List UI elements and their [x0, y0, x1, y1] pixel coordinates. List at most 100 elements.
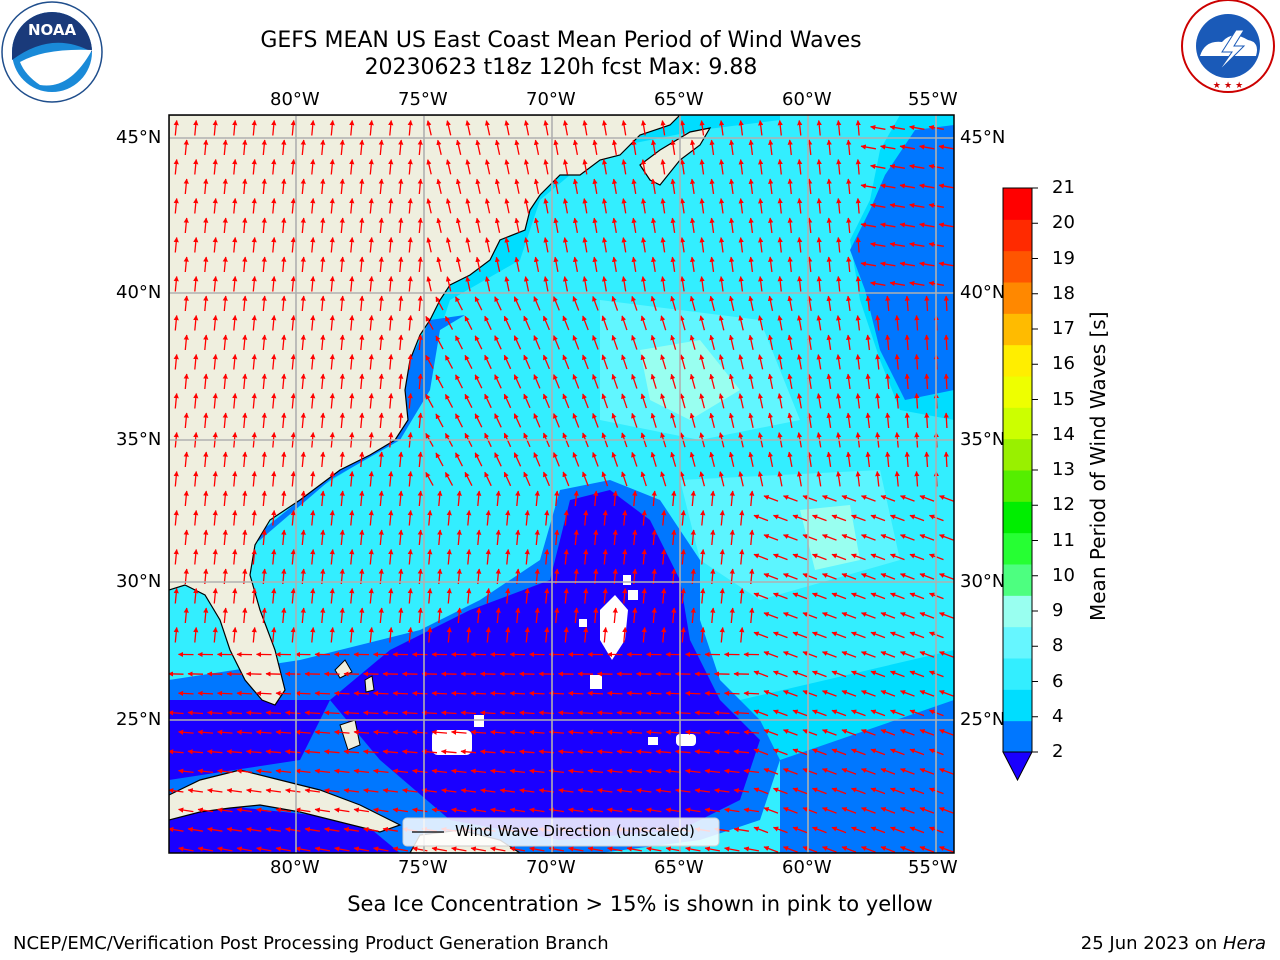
direction-arrow: [431, 690, 448, 696]
direction-arrow: [718, 471, 725, 487]
direction-arrow: [777, 119, 783, 136]
direction-arrow: [719, 237, 725, 253]
direction-arrow: [767, 451, 774, 468]
direction-arrow: [320, 217, 326, 234]
direction-arrow: [222, 139, 228, 156]
direction-arrow: [183, 256, 189, 273]
direction-arrow: [885, 334, 891, 351]
direction-arrow: [822, 495, 837, 502]
colorbar-label: Mean Period of Wind Waves [s]: [1086, 311, 1110, 621]
direction-arrow: [212, 353, 218, 370]
direction-arrow: [690, 490, 696, 507]
direction-arrow: [251, 158, 257, 175]
direction-arrow: [787, 217, 793, 234]
direction-arrow: [709, 256, 715, 272]
chart-title: GEFS MEAN US East Coast Mean Period of W…: [260, 28, 862, 53]
direction-arrow: [684, 690, 701, 696]
direction-arrow: [826, 178, 832, 195]
direction-arrow: [261, 334, 267, 351]
direction-arrow: [806, 334, 813, 351]
direction-arrow: [660, 237, 666, 253]
direction-arrow: [572, 296, 580, 311]
direction-arrow: [300, 412, 306, 429]
direction-arrow: [232, 236, 238, 253]
direction-arrow: [885, 451, 891, 468]
direction-arrow: [787, 451, 793, 468]
direction-arrow: [836, 354, 842, 370]
direction-arrow: [602, 509, 608, 526]
direction-arrow: [533, 178, 540, 195]
direction-arrow: [271, 353, 277, 370]
direction-arrow: [699, 315, 706, 331]
direction-arrow: [455, 335, 463, 350]
direction-arrow: [339, 490, 345, 507]
direction-arrow: [914, 470, 920, 487]
direction-arrow: [767, 334, 774, 351]
direction-arrow: [417, 139, 423, 156]
direction-arrow: [601, 198, 608, 214]
direction-arrow: [645, 690, 662, 696]
direction-arrow: [484, 159, 491, 175]
direction-arrow: [533, 374, 541, 389]
direction-arrow: [300, 256, 306, 273]
direction-arrow: [203, 451, 209, 468]
direction-arrow: [455, 452, 463, 467]
colorbar-tick-label: 10: [1052, 564, 1075, 586]
direction-arrow: [523, 120, 530, 136]
direction-arrow: [889, 163, 906, 170]
direction-arrow: [183, 217, 189, 234]
colorbar-swatch: [1003, 470, 1032, 502]
footer-right: 25 Jun 2023 on Hera: [1081, 933, 1266, 954]
direction-arrow: [534, 490, 540, 507]
direction-arrow: [699, 237, 705, 253]
direction-arrow: [515, 490, 521, 507]
lat-label-right: 35°N: [960, 429, 1006, 450]
direction-arrow: [831, 514, 847, 522]
direction-arrow: [378, 412, 384, 429]
direction-arrow: [670, 334, 677, 350]
direction-arrow: [719, 198, 725, 214]
direction-arrow: [261, 295, 267, 312]
direction-arrow: [242, 373, 248, 390]
direction-arrow: [212, 509, 218, 526]
colorbar-tick-label: 16: [1052, 353, 1075, 375]
direction-arrow: [300, 334, 306, 351]
direction-arrow: [689, 412, 696, 428]
direction-arrow: [173, 314, 179, 331]
direction-arrow: [880, 261, 896, 267]
direction-arrow: [904, 334, 910, 351]
direction-arrow: [513, 374, 522, 389]
direction-arrow: [709, 334, 716, 350]
direction-arrow: [738, 198, 744, 214]
bahamas-island-2: [339, 719, 361, 751]
direction-arrow: [757, 471, 764, 487]
direction-arrow: [919, 495, 935, 502]
direction-arrow: [465, 120, 471, 136]
direction-arrow: [870, 163, 886, 170]
direction-arrow: [650, 295, 657, 311]
direction-arrow: [728, 412, 735, 428]
direction-arrow: [709, 217, 715, 233]
direction-arrow: [846, 217, 852, 234]
direction-arrow: [193, 509, 199, 526]
direction-arrow: [650, 334, 657, 350]
colorbar-swatch: [1003, 438, 1032, 471]
direction-arrow: [753, 514, 769, 522]
direction-arrow: [222, 295, 228, 312]
direction-arrow: [173, 158, 179, 175]
direction-arrow: [417, 412, 423, 429]
direction-arrow: [748, 373, 754, 389]
direction-arrow: [281, 412, 287, 429]
southeast-cyan: [740, 650, 954, 760]
direction-arrow: [661, 509, 667, 526]
direction-arrow: [787, 178, 793, 195]
colorbar-swatch: [1003, 250, 1032, 283]
direction-arrow: [582, 276, 588, 292]
direction-arrow: [650, 217, 657, 234]
direction-arrow: [320, 412, 326, 429]
lon-label-top: 75°W: [398, 89, 448, 110]
direction-arrow: [242, 178, 248, 195]
direction-arrow: [758, 237, 764, 253]
direction-arrow: [855, 471, 861, 487]
direction-arrow: [359, 334, 365, 351]
